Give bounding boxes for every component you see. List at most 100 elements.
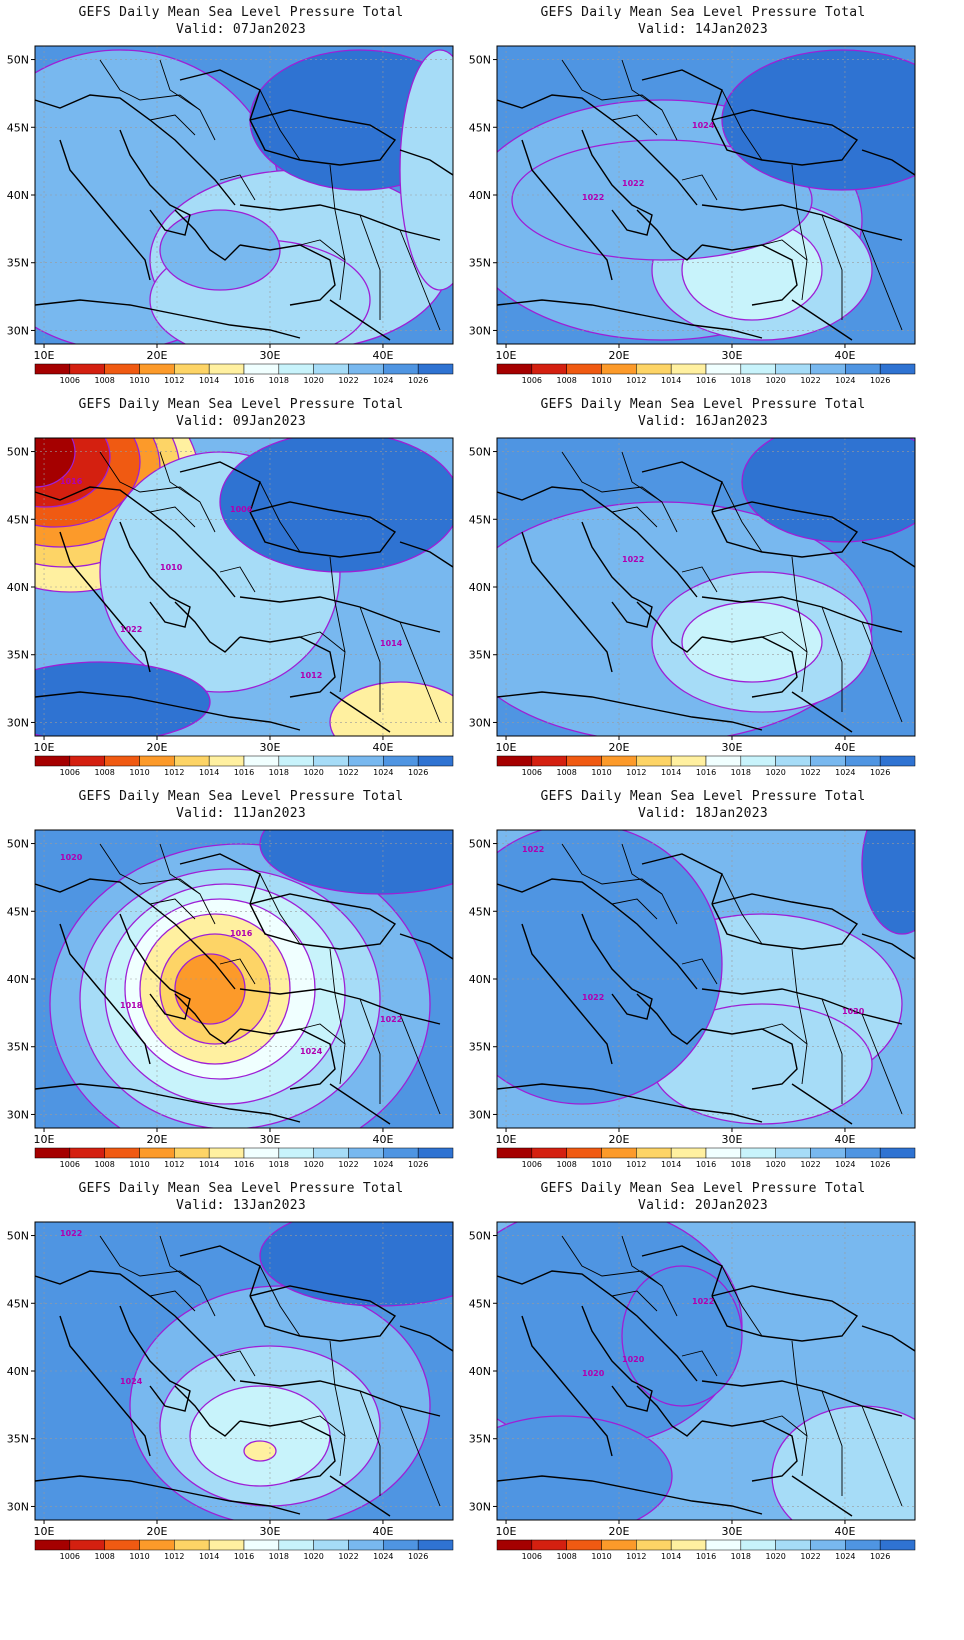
coastline [249,1285,397,1342]
country-border [681,1350,718,1377]
coastline [399,1325,453,1352]
coastline [249,893,397,950]
colorbar-swatch [601,755,637,767]
coastline [521,1315,613,1457]
country-border [861,1013,903,1115]
lat-label: 40N [469,189,491,202]
pressure-contour-region [497,1415,673,1520]
coastline [791,691,853,733]
coastline [239,636,336,698]
contour-label: 1022 [60,1229,82,1238]
lon-label: 10E [496,741,517,754]
coastline [239,1028,336,1090]
country-border [621,1235,663,1287]
colorbar-swatch [313,363,349,375]
colorbar-swatch [383,755,419,767]
colorbar-swatch [383,1539,419,1551]
colorbar-level-label: 1012 [626,1160,646,1169]
coastline [861,541,915,568]
pressure-map: 1020 1022 1020 30N 35N 40N 45N 50N 10E 20E 30E 40E 1… [469,1221,916,1561]
coastline [35,299,301,339]
lat-label: 40N [7,973,29,986]
lon-label: 10E [34,741,55,754]
lon-label: 30E [722,1525,743,1538]
lon-label: 40E [834,1525,855,1538]
lat-label: 45N [7,905,29,918]
lon-label: 20E [609,349,630,362]
coastline [636,1385,703,1437]
colorbar-swatch [531,755,567,767]
colorbar-level-label: 1026 [870,376,890,385]
colorbar-level-label: 1010 [591,1160,611,1169]
coastline [35,1475,301,1515]
lat-label: 40N [7,1365,29,1378]
country-border [299,1415,346,1437]
contour-label: 1020 [582,1369,605,1378]
colorbar-level-label: 1010 [129,1552,149,1561]
colorbar-swatch [208,755,245,767]
coastline [701,636,798,698]
colorbar-swatch [243,363,280,375]
colorbar-swatch [531,363,567,375]
lat-label: 35N [469,649,491,662]
colorbar-level-label: 1014 [199,1552,219,1561]
coastline [497,1083,763,1123]
colorbar-level-label: 1010 [591,768,611,777]
colorbar-swatch [879,1147,916,1159]
coastline [641,69,723,121]
colorbar-level-label: 1006 [60,1160,80,1169]
country-border [681,174,718,201]
colorbar-level-label: 1006 [522,376,542,385]
colorbar-level-label: 1014 [661,1160,681,1169]
lat-label: 35N [469,1433,491,1446]
coastline [701,596,903,633]
coastline [581,129,653,236]
coastline [174,209,241,261]
colorbar-level-label: 1020 [303,1552,323,1561]
colorbar-swatch [845,755,881,767]
lat-label: 45N [7,121,29,134]
panel-valid-date: Valid: 09Jan2023 [175,414,307,429]
country-border [611,898,658,920]
colorbar-level-label: 1022 [800,1160,820,1169]
colorbar-level-label: 1012 [164,1552,184,1561]
colorbar-swatch [34,1147,71,1159]
lon-label: 40E [372,741,393,754]
colorbar-swatch [775,755,811,767]
coastline [174,601,241,653]
country-border [821,1390,843,1496]
colorbar-level-label: 1018 [731,1552,751,1561]
country-border [721,873,763,945]
map-panel: GEFS Daily Mean Sea Level Pressure Total… [0,784,482,1194]
lat-label: 45N [7,513,29,526]
lat-label: 30N [7,716,29,729]
lat-label: 45N [469,513,491,526]
panel-title: GEFS Daily Mean Sea Level Pressure Total [540,1181,866,1196]
lon-label: 10E [34,1525,55,1538]
colorbar-swatch [810,363,846,375]
colorbar-swatch [601,363,637,375]
lon-label: 40E [834,1133,855,1146]
country-border [721,1265,763,1337]
colorbar-swatch [278,1539,314,1551]
country-border [621,451,663,503]
colorbar-swatch [566,363,602,375]
colorbar-swatch [496,1147,533,1159]
lat-label: 35N [7,1433,29,1446]
country-border [159,59,201,111]
lon-label: 10E [496,1525,517,1538]
lon-label: 20E [147,1525,168,1538]
country-border [329,1340,346,1477]
country-border [681,566,718,593]
panel-title: GEFS Daily Mean Sea Level Pressure Total [78,397,404,412]
lon-label: 30E [260,1133,281,1146]
coastline [861,1325,915,1352]
coastline [239,988,441,1025]
colorbar-level-label: 1018 [269,376,289,385]
colorbar-swatch [496,1539,533,1551]
country-border [359,1390,381,1496]
lon-label: 30E [722,1133,743,1146]
map-panel: GEFS Daily Mean Sea Level Pressure Total… [462,784,944,1194]
coastline [399,541,453,568]
contour-label: 1012 [300,671,322,680]
